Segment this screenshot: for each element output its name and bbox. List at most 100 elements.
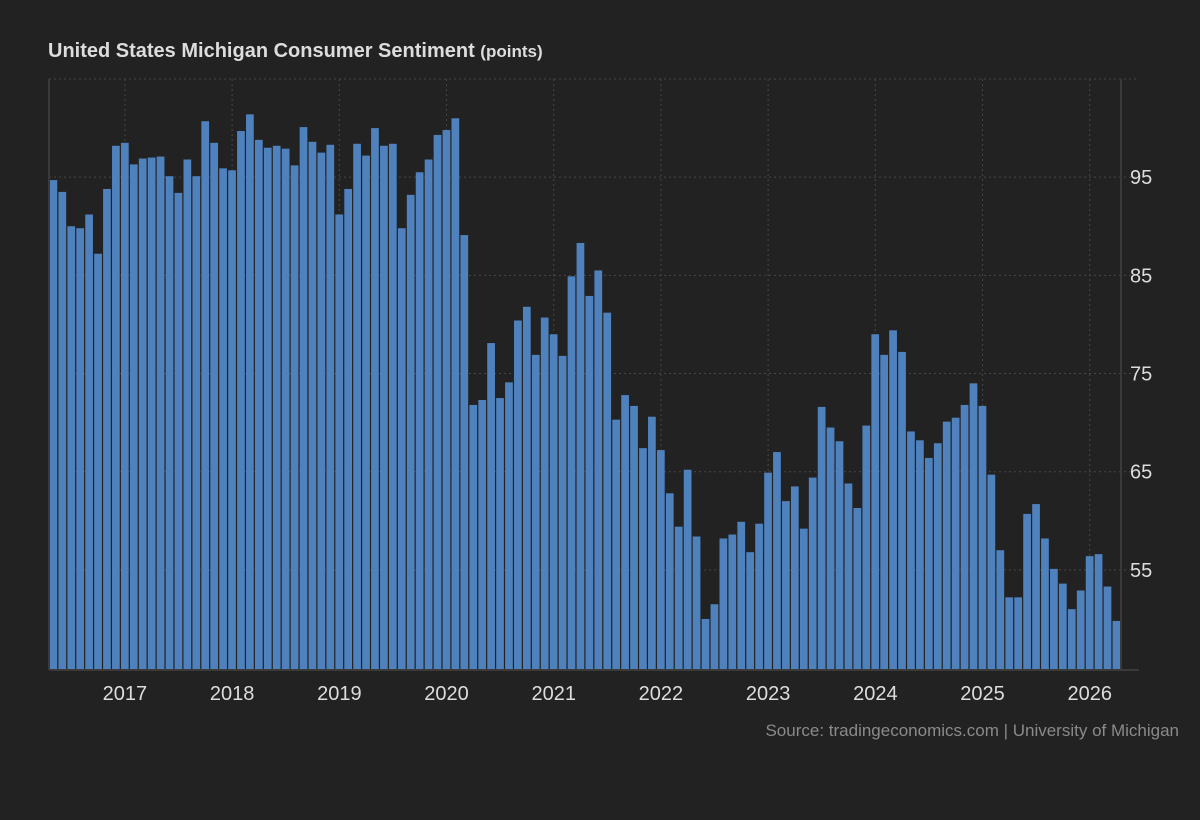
bar	[585, 295, 594, 670]
bar	[120, 142, 129, 670]
bar	[326, 144, 335, 670]
bar	[603, 312, 612, 670]
bar	[94, 253, 102, 670]
bar	[674, 526, 683, 670]
bar	[969, 383, 978, 670]
y-tick-label: 95	[1130, 167, 1152, 189]
bar	[1041, 538, 1049, 670]
bar	[424, 159, 433, 670]
bar	[808, 477, 817, 670]
bar	[237, 131, 245, 670]
bar	[826, 427, 835, 670]
x-tick-label: 2018	[210, 683, 255, 705]
bar	[1076, 590, 1085, 670]
bar	[397, 228, 406, 670]
bar	[1112, 620, 1121, 670]
bar	[210, 142, 219, 670]
bar	[290, 165, 299, 670]
bar	[112, 145, 120, 670]
bar	[129, 164, 138, 670]
x-tick-label: 2025	[960, 683, 1005, 705]
bar	[1005, 597, 1014, 670]
bar	[853, 508, 862, 670]
bar	[371, 128, 379, 671]
bar	[764, 472, 772, 670]
bar	[1067, 609, 1076, 670]
x-tick-label: 2017	[103, 683, 148, 705]
x-tick-label: 2026	[1067, 683, 1112, 705]
bar	[567, 276, 576, 670]
y-tick-label: 65	[1130, 462, 1152, 484]
bar	[67, 226, 76, 670]
bar	[549, 334, 558, 670]
bar	[103, 188, 111, 670]
bar	[49, 180, 58, 670]
bar	[451, 118, 460, 670]
bar	[246, 114, 254, 671]
bar	[469, 404, 478, 670]
bar	[746, 552, 755, 670]
bar	[531, 354, 540, 670]
bar	[192, 176, 201, 670]
bar	[317, 152, 326, 670]
bar	[665, 493, 674, 670]
bar	[263, 147, 272, 671]
bar	[799, 528, 808, 670]
bar	[880, 354, 889, 670]
bar	[415, 172, 424, 670]
bar	[782, 501, 790, 670]
bar	[228, 170, 236, 671]
bar	[683, 469, 692, 670]
bar	[1094, 554, 1103, 670]
bar	[942, 421, 951, 670]
bar	[460, 235, 469, 670]
bar	[790, 486, 799, 670]
bar	[406, 194, 415, 670]
bar	[996, 550, 1005, 670]
bar	[916, 440, 924, 670]
x-tick-label: 2023	[746, 683, 791, 705]
bar	[201, 121, 210, 670]
bar	[174, 192, 183, 670]
bar	[540, 317, 549, 670]
bar	[924, 457, 933, 670]
x-tick-label: 2021	[531, 683, 576, 705]
bar	[433, 134, 442, 670]
y-tick-label: 55	[1130, 560, 1152, 582]
bar	[558, 355, 567, 670]
bar	[362, 155, 370, 670]
bar	[496, 398, 504, 670]
bar	[737, 521, 746, 670]
bar	[1085, 556, 1094, 670]
bar	[871, 334, 880, 670]
bar	[612, 419, 621, 670]
bar	[487, 343, 495, 670]
bar	[147, 157, 156, 671]
bar	[522, 306, 531, 670]
x-tick-label: 2024	[853, 683, 898, 705]
bar	[889, 330, 897, 670]
bar	[898, 351, 906, 670]
chart-title: United States Michigan Consumer Sentimen…	[48, 40, 543, 63]
bar	[594, 270, 603, 670]
bar	[1058, 583, 1067, 670]
bar	[478, 400, 487, 670]
bar	[380, 145, 388, 670]
bar	[692, 536, 701, 670]
bar	[165, 176, 174, 670]
bar	[835, 441, 844, 670]
bar	[701, 618, 710, 670]
bar	[308, 141, 317, 670]
bar	[960, 404, 969, 670]
bar	[933, 443, 942, 670]
bar	[728, 534, 737, 670]
bar	[85, 214, 93, 671]
bar	[138, 158, 147, 670]
bar	[388, 143, 397, 671]
bar	[344, 188, 353, 670]
bar	[156, 156, 165, 670]
bar	[907, 431, 915, 670]
x-tick-label: 2020	[424, 683, 469, 705]
bar	[648, 416, 656, 670]
